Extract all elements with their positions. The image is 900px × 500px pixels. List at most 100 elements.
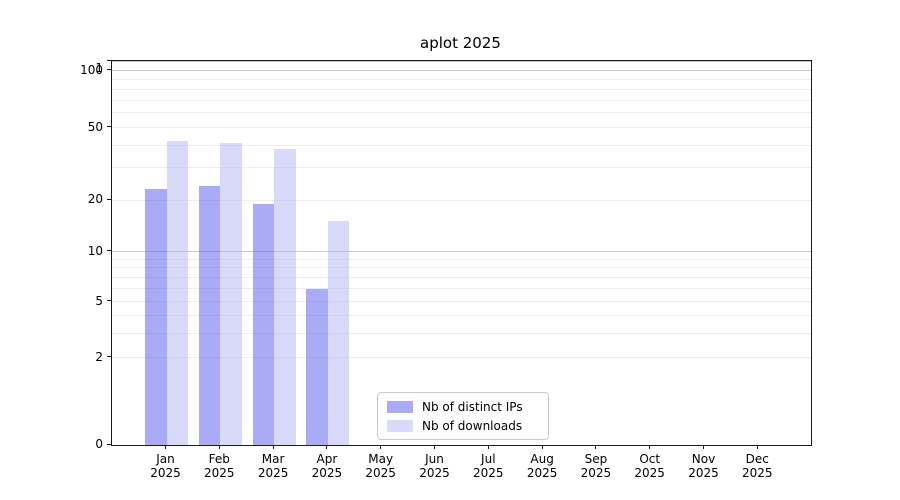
y-gridline-minor <box>112 112 811 114</box>
bar-distinct-ips-mar <box>252 203 275 445</box>
x-tick-label: May 2025 <box>353 452 409 480</box>
x-tick-label-year: 2025 <box>742 466 773 480</box>
x-tick-mark <box>541 445 543 449</box>
x-tick-label: Nov 2025 <box>676 452 732 480</box>
y-gridline-minor <box>112 276 811 278</box>
y-gridline-major <box>112 61 811 62</box>
bar-downloads-mar <box>274 149 296 445</box>
y-tick-label: 2 <box>95 349 103 364</box>
x-tick-label-month: Oct <box>639 452 661 466</box>
x-axis-tick-marks <box>111 445 810 449</box>
x-tick-label-year: 2025 <box>580 466 612 480</box>
y-tick-label: 100 <box>80 62 103 77</box>
x-tick-label-month: Jun <box>425 452 444 466</box>
x-tick-label: Sep 2025 <box>568 452 624 480</box>
x-tick-label: Aug 2025 <box>514 452 570 480</box>
x-tick-mark <box>595 445 597 449</box>
y-gridline-minor <box>112 288 811 290</box>
x-tick-label-year: 2025 <box>473 466 504 480</box>
y-gridline-minor <box>112 99 811 101</box>
y-axis-tick-marks <box>107 60 111 445</box>
x-tick-mark <box>326 445 328 449</box>
x-tick-mark <box>380 445 382 449</box>
x-axis-labels: Jan 2025 Feb 2025 Mar 2025 Apr 2025 May 2025 Jun 20… <box>111 452 810 486</box>
x-tick-mark <box>434 445 435 449</box>
bar-downloads-apr <box>327 221 350 445</box>
y-gridline-minor <box>112 144 811 146</box>
x-tick-label-year: 2025 <box>365 466 396 480</box>
y-axis-labels: 0 1 2 5 10 20 50 100 <box>0 60 103 451</box>
y-gridline-major <box>112 251 811 252</box>
legend-label-distinct-ips: Nb of distinct IPs <box>422 399 523 414</box>
x-tick-label-year: 2025 <box>311 466 343 480</box>
y-tick-mark <box>107 356 111 358</box>
x-tick-label: Jul 2025 <box>460 452 516 480</box>
y-gridline-major <box>112 70 811 72</box>
y-gridline-minor <box>112 199 811 201</box>
x-tick-mark <box>487 445 489 449</box>
plot-area <box>111 60 812 446</box>
x-tick-mark <box>649 445 651 449</box>
x-tick-label: Jun 2025 <box>407 452 463 480</box>
legend: Nb of distinct IPs Nb of downloads <box>377 392 549 440</box>
y-gridline-minor <box>112 79 811 81</box>
x-tick-label: Mar 2025 <box>245 452 301 480</box>
y-tick-label: 10 <box>87 243 103 258</box>
y-gridline-minor <box>112 167 811 169</box>
x-tick-label-month: Jul <box>481 452 496 466</box>
y-tick-label: 1 <box>95 61 103 75</box>
y-tick-mark <box>107 126 111 127</box>
x-tick-label: Oct 2025 <box>622 452 678 480</box>
bar-downloads-jan <box>166 141 188 445</box>
x-tick-label: Jan 2025 <box>138 452 194 480</box>
y-tick-label: 5 <box>95 293 103 308</box>
y-gridline-minor <box>112 267 811 269</box>
bar-distinct-ips-apr <box>306 288 328 445</box>
x-tick-mark <box>165 445 166 449</box>
y-tick-mark <box>107 443 111 445</box>
x-tick-label-month: Mar <box>261 452 285 466</box>
x-tick-label-year: 2025 <box>419 466 450 480</box>
x-tick-label-year: 2025 <box>634 466 665 480</box>
x-tick-mark <box>756 445 758 449</box>
y-gridline-minor <box>112 88 811 90</box>
y-gridline-minor <box>112 357 811 359</box>
y-tick-mark <box>107 69 111 71</box>
x-tick-label: Feb 2025 <box>191 452 247 480</box>
x-tick-mark <box>703 445 704 449</box>
y-tick-mark <box>107 300 111 302</box>
legend-label-downloads: Nb of downloads <box>422 418 523 433</box>
y-gridline-minor <box>112 301 811 303</box>
x-tick-label-month: Dec <box>745 452 769 466</box>
legend-swatch-downloads-icon <box>387 419 413 432</box>
x-tick-label-month: Sep <box>584 452 608 466</box>
x-tick-mark <box>218 445 220 449</box>
y-gridline-minor <box>112 127 811 128</box>
x-tick-label-month: May <box>368 452 394 466</box>
x-tick-label-month: Feb <box>208 452 230 466</box>
y-gridline-minor <box>112 258 811 260</box>
chart-title: aplot 2025 <box>420 34 501 52</box>
x-tick-label-month: Jan <box>156 452 175 466</box>
legend-item-downloads: Nb of downloads <box>378 416 548 435</box>
x-tick-label-year: 2025 <box>204 466 235 480</box>
bar-downloads-feb <box>220 143 242 445</box>
x-tick-label-month: Nov <box>691 452 716 466</box>
x-tick-label-year: 2025 <box>257 466 289 480</box>
y-tick-label: 50 <box>87 119 103 134</box>
x-tick-label: Dec 2025 <box>729 452 785 480</box>
legend-item-distinct-ips: Nb of distinct IPs <box>378 397 548 416</box>
bar-distinct-ips-feb <box>198 185 221 445</box>
x-tick-label-year: 2025 <box>150 466 181 480</box>
x-tick-label: Apr 2025 <box>299 452 355 480</box>
legend-swatch-distinct-ips-icon <box>387 400 413 413</box>
y-tick-mark <box>107 60 111 61</box>
y-tick-label: 20 <box>87 192 103 206</box>
bar-distinct-ips-jan <box>145 188 167 445</box>
x-tick-label-month: Apr <box>316 452 338 466</box>
y-tick-mark <box>107 250 111 251</box>
x-tick-label-month: Aug <box>530 452 554 466</box>
x-tick-label-year: 2025 <box>688 466 719 480</box>
y-tick-mark <box>107 198 111 200</box>
